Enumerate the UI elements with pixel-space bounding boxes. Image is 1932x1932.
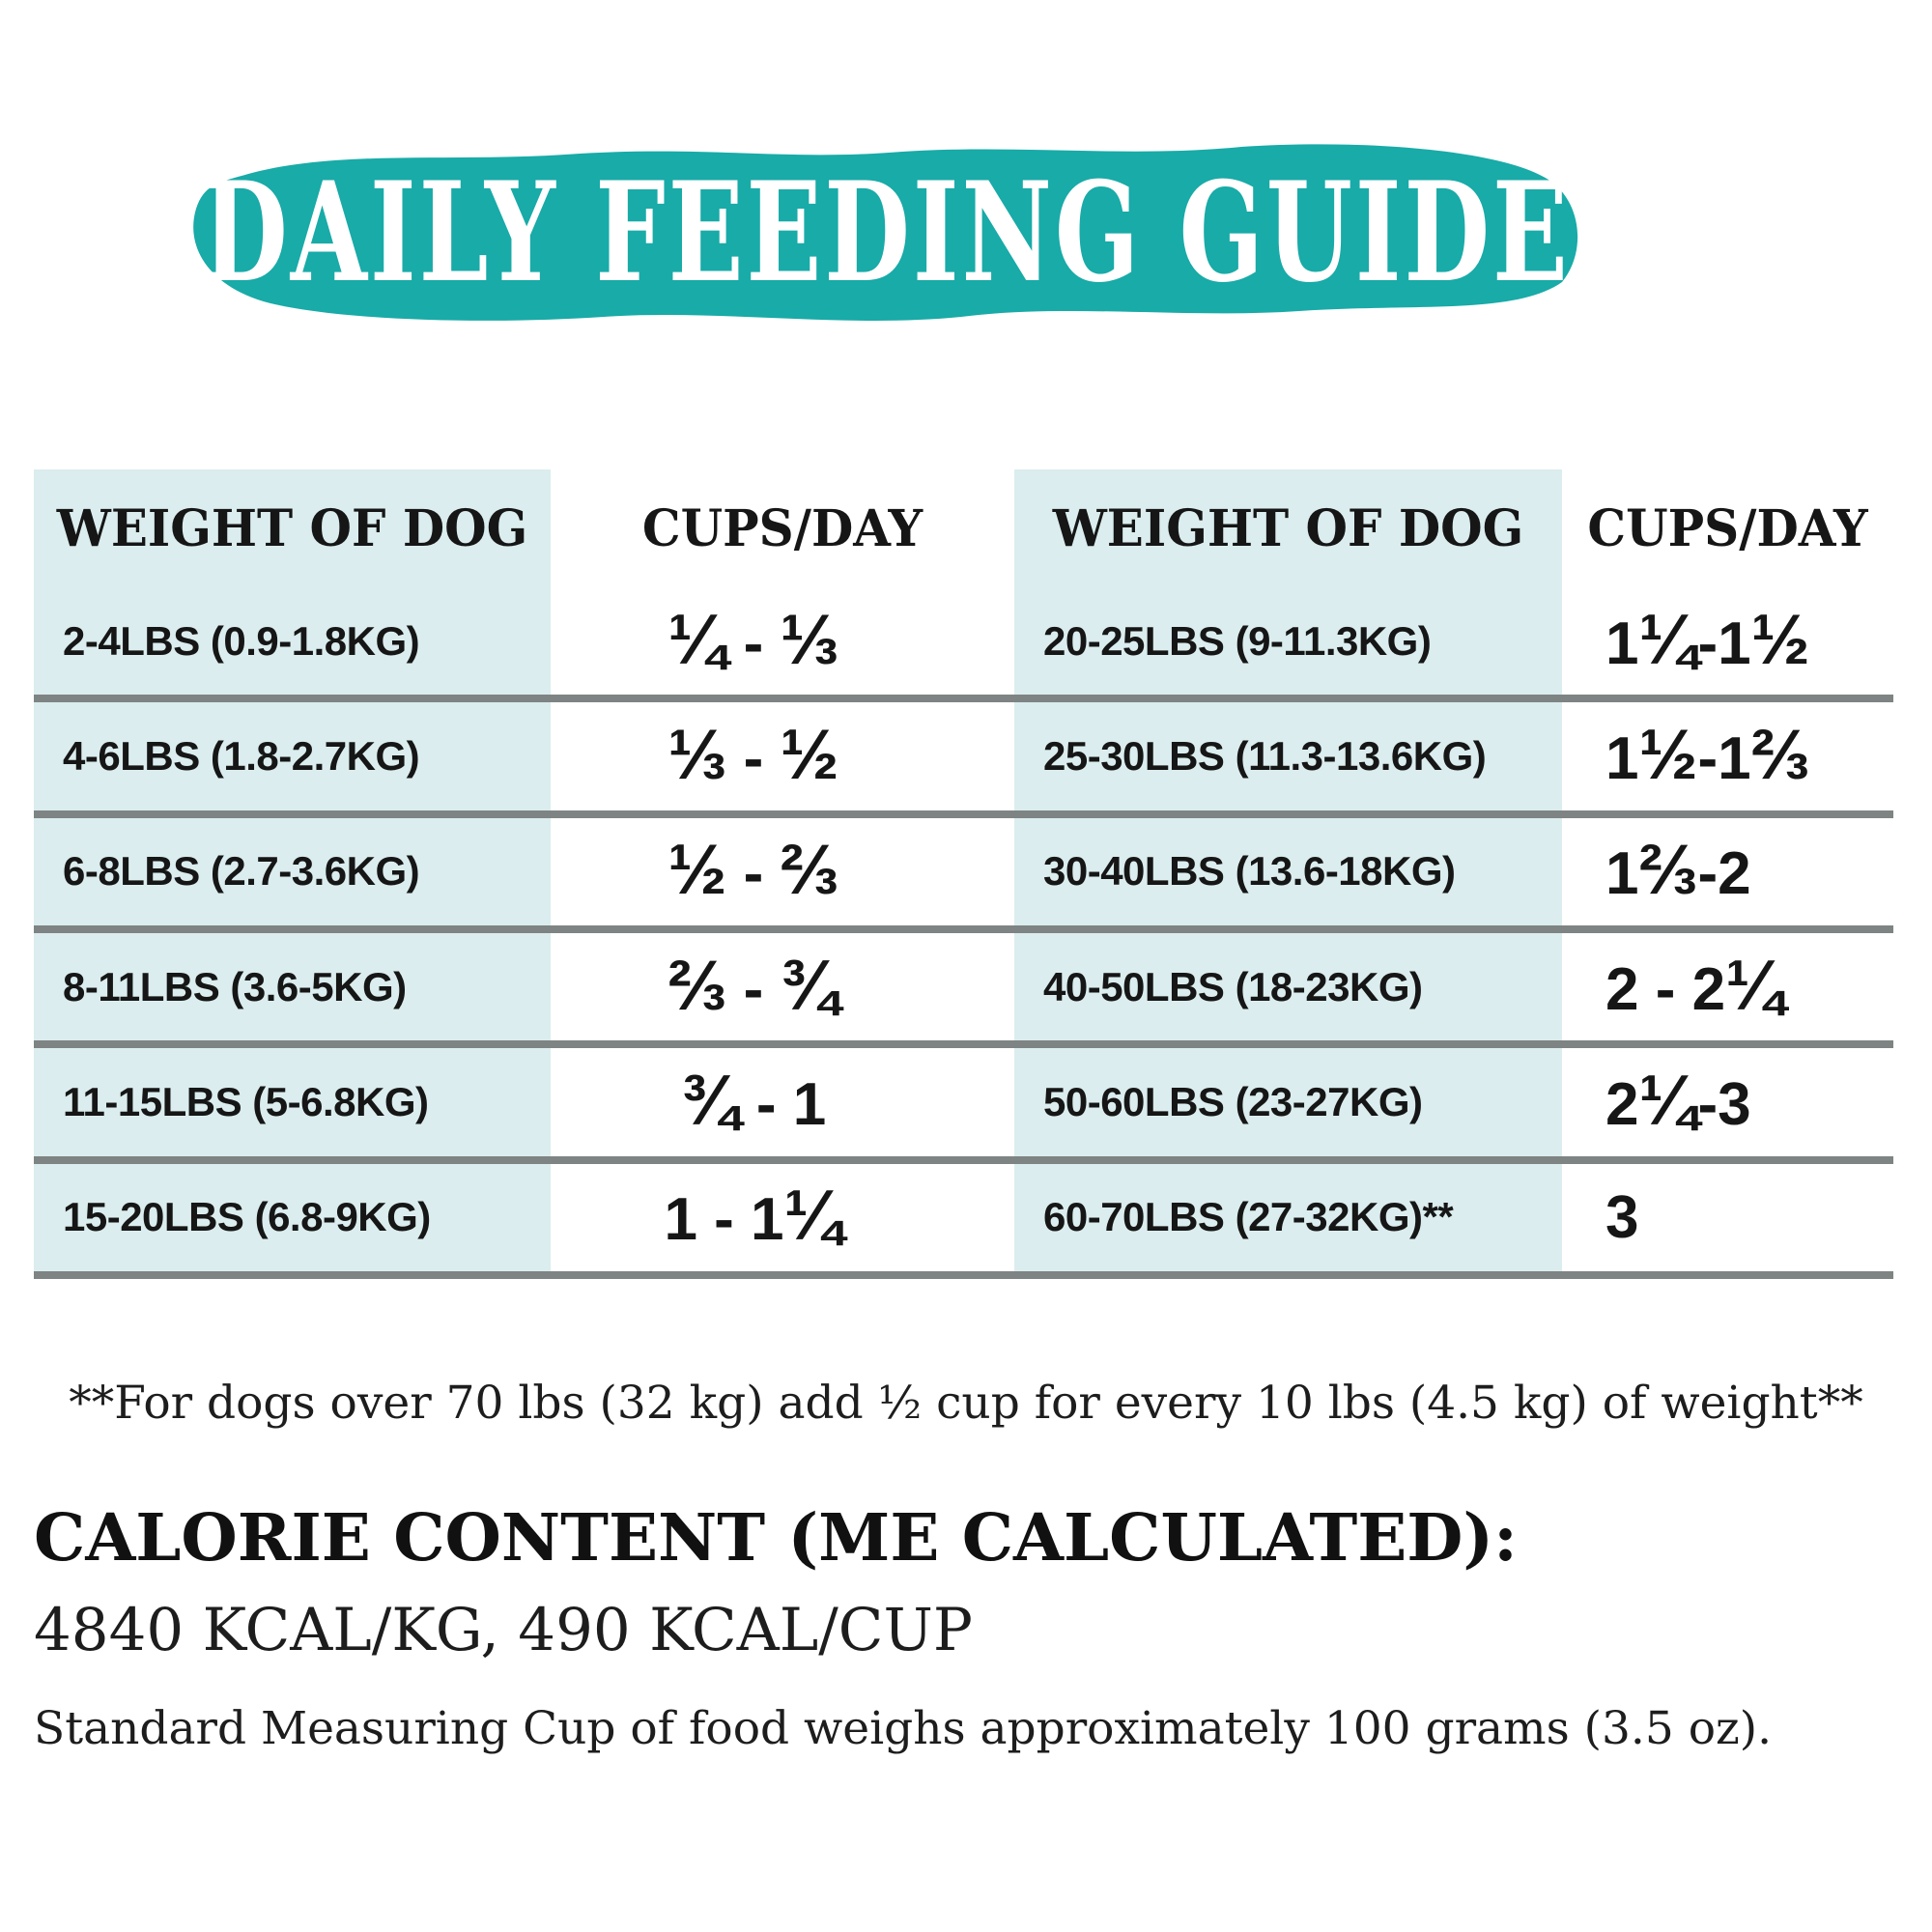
cups-cell: ⅔ - ¾	[668, 945, 839, 1025]
cups-cell: 1⅔-2	[1605, 830, 1751, 910]
cups-cell: 1½-1⅔	[1605, 714, 1810, 794]
table-row: 4-6LBS (1.8-2.7KG) ⅓ - ½ 25-30LBS (11.3-…	[34, 702, 1893, 818]
weight-cell: 4-6LBS (1.8-2.7KG)	[63, 732, 420, 779]
column-header-cups-right: CUPS/DAY	[1587, 498, 1868, 558]
weight-cell: 20-25LBS (9-11.3KG)	[1043, 617, 1432, 664]
cups-cell: 1 - 1¼	[664, 1176, 843, 1256]
highlight-panel-left	[34, 469, 551, 1279]
table-row: 15-20LBS (6.8-9KG) 1 - 1¼ 60-70LBS (27-3…	[34, 1164, 1893, 1279]
column-header-weight-left: WEIGHT OF DOG	[56, 498, 528, 558]
measuring-cup-note: Standard Measuring Cup of food weighs ap…	[34, 1702, 1773, 1755]
over-70lbs-footnote: **For dogs over 70 lbs (32 kg) add ½ cup…	[69, 1377, 1863, 1430]
table-row: 8-11LBS (3.6-5KG) ⅔ - ¾ 40-50LBS (18-23K…	[34, 933, 1893, 1049]
weight-cell: 50-60LBS (23-27KG)	[1043, 1078, 1423, 1124]
banner-wave-shape	[193, 144, 1578, 321]
weight-cell: 15-20LBS (6.8-9KG)	[63, 1194, 431, 1240]
cups-cell: ¼ - ⅓	[668, 599, 839, 679]
cups-cell: 1¼-1½	[1605, 599, 1810, 679]
cups-cell: ¾ - 1	[680, 1060, 827, 1140]
page-title: DAILY FEEDING GUIDE	[202, 152, 1571, 313]
weight-cell: 8-11LBS (3.6-5KG)	[63, 963, 407, 1009]
column-header-cups-left: CUPS/DAY	[641, 498, 923, 558]
calorie-content-values: 4840 KCAL/KG, 490 KCAL/CUP	[34, 1596, 973, 1664]
weight-cell: 6-8LBS (2.7-3.6KG)	[63, 848, 420, 895]
weight-cell: 11-15LBS (5-6.8KG)	[63, 1078, 429, 1124]
cups-cell: ½ - ⅔	[668, 830, 839, 910]
banner: DAILY FEEDING GUIDE	[159, 133, 1613, 331]
table-row: 2-4LBS (0.9-1.8KG) ¼ - ⅓ 20-25LBS (9-11.…	[34, 587, 1893, 703]
highlight-panel-right	[1014, 469, 1562, 1279]
cups-cell: 2 - 2¼	[1605, 945, 1785, 1025]
table-header-row: WEIGHT OF DOG CUPS/DAY WEIGHT OF DOG CUP…	[34, 469, 1893, 587]
table-row: 11-15LBS (5-6.8KG) ¾ - 1 50-60LBS (23-27…	[34, 1048, 1893, 1164]
weight-cell: 2-4LBS (0.9-1.8KG)	[63, 617, 420, 664]
cups-cell: 2¼-3	[1605, 1060, 1751, 1140]
weight-cell: 40-50LBS (18-23KG)	[1043, 963, 1423, 1009]
cups-cell: ⅓ - ½	[668, 714, 839, 794]
weight-cell: 30-40LBS (13.6-18KG)	[1043, 848, 1456, 895]
table-row: 6-8LBS (2.7-3.6KG) ½ - ⅔ 30-40LBS (13.6-…	[34, 818, 1893, 933]
column-header-weight-right: WEIGHT OF DOG	[1052, 498, 1524, 558]
feeding-table: WEIGHT OF DOG CUPS/DAY WEIGHT OF DOG CUP…	[34, 469, 1893, 1279]
weight-cell: 60-70LBS (27-32KG)**	[1043, 1194, 1454, 1240]
cups-cell: 3	[1605, 1183, 1639, 1251]
feeding-table-grid: WEIGHT OF DOG CUPS/DAY WEIGHT OF DOG CUP…	[34, 469, 1893, 1279]
calorie-content-heading: CALORIE CONTENT (ME CALCULATED):	[34, 1499, 1518, 1576]
weight-cell: 25-30LBS (11.3-13.6KG)	[1043, 732, 1487, 779]
